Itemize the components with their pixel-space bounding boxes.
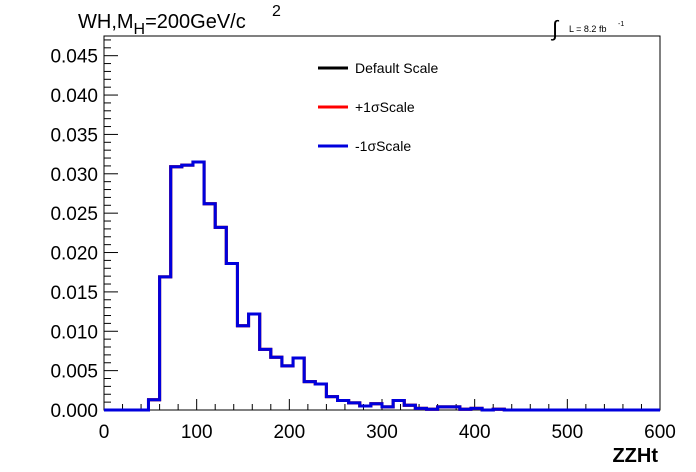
x-tick-label: 0	[99, 422, 110, 443]
luminosity-superscript: -1	[618, 21, 624, 28]
y-tick-label: 0.035	[50, 125, 98, 146]
y-tick-label: 0.045	[50, 47, 98, 68]
y-tick-label: 0.020	[50, 244, 98, 265]
x-tick-label: 500	[551, 422, 583, 443]
legend-entry: +1σScale	[355, 99, 415, 115]
y-tick-label: 0.040	[50, 86, 98, 107]
histogram-line-1	[104, 160, 660, 412]
x-tick-label: 300	[366, 422, 398, 443]
legend-entry: -1σScale	[355, 138, 411, 154]
luminosity-integral-symbol: ∫	[550, 16, 560, 41]
x-tick-label: 600	[644, 422, 676, 443]
x-tick-label: 200	[273, 422, 305, 443]
x-tick-label: 100	[181, 422, 213, 443]
legend: Default Scale +1σScale -1σScale	[318, 60, 438, 154]
y-tick-label: 0.025	[50, 204, 98, 225]
chart-title: WH,MH=200GeV/c	[78, 11, 246, 38]
chart-title-superscript: 2	[272, 3, 281, 20]
x-tick-label: 400	[459, 422, 491, 443]
y-tick-label: 0.030	[50, 165, 98, 186]
y-tick-label: 0.015	[50, 283, 98, 304]
x-axis-ticks: 0 100 200 300 400 500 600	[99, 399, 676, 443]
plot-frame	[103, 35, 661, 411]
histogram-series	[104, 160, 660, 412]
x-axis-label: ZZHt	[612, 445, 658, 467]
y-tick-label: 0.000	[50, 401, 98, 422]
y-tick-label: 0.005	[50, 362, 98, 383]
luminosity-label: L = 8.2 fb	[569, 24, 606, 34]
legend-entry: Default Scale	[355, 60, 438, 76]
histogram-line-2	[104, 160, 660, 412]
y-tick-label: 0.010	[50, 322, 98, 343]
y-axis-ticks: 0.000 0.005 0.010 0.015 0.020 0.025 0.030 0.035…	[50, 39, 118, 422]
histogram-line-0	[104, 160, 660, 412]
